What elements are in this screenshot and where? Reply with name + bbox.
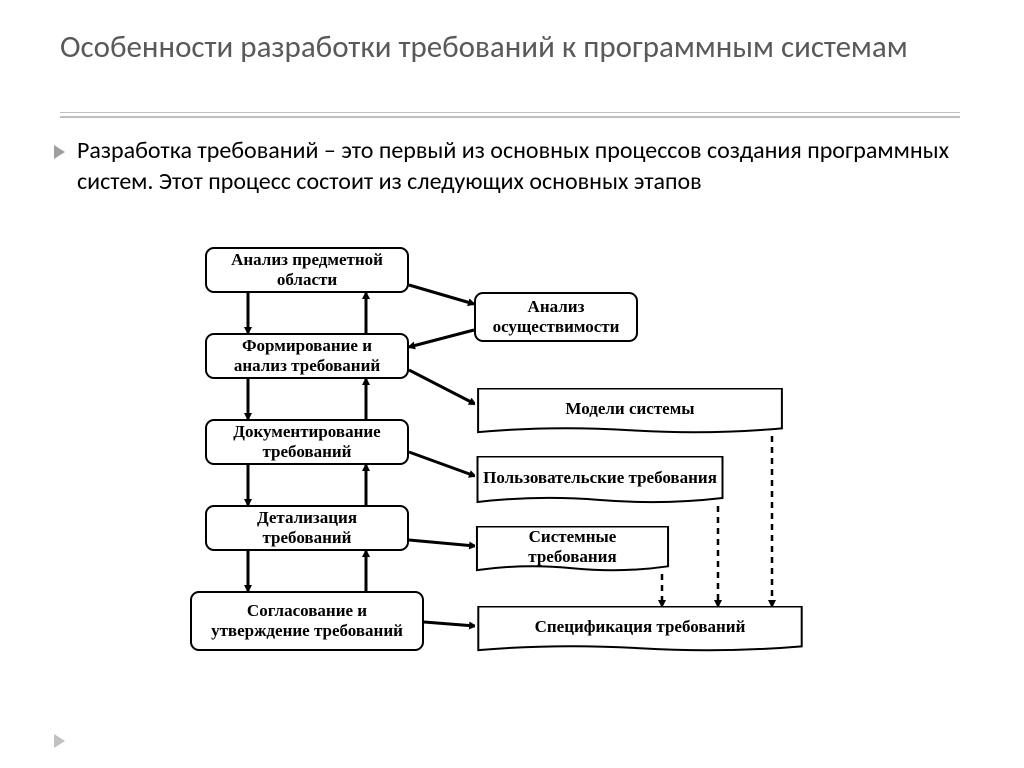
- doc-label: Системные требования: [483, 527, 662, 566]
- node-label: Согласование и утверждение требований: [200, 601, 414, 640]
- node-requirements-approval: Согласование и утверждение требований: [190, 591, 424, 651]
- bullet-text: Разработка требований – это первый из ос…: [77, 135, 969, 197]
- node-domain-analysis: Анализ предметной области: [205, 247, 409, 293]
- bullet-item: Разработка требований – это первый из ос…: [54, 135, 969, 197]
- doc-label: Пользовательские требования: [483, 468, 717, 488]
- slide-title: Особенности разработки требований к прог…: [60, 28, 960, 67]
- node-requirements-formation: Формирование и анализ требований: [205, 333, 409, 379]
- node-label: Анализ предметной области: [215, 250, 399, 289]
- doc-system-models: Модели системы: [475, 388, 785, 436]
- node-label: Детализация требований: [215, 508, 399, 547]
- node-feasibility-analysis: Анализ осуществимости: [474, 292, 638, 342]
- doc-requirements-spec: Спецификация требований: [475, 606, 805, 654]
- doc-user-requirements: Пользовательские требования: [475, 456, 725, 506]
- doc-label: Спецификация требований: [535, 617, 746, 637]
- node-label: Формирование и анализ требований: [215, 336, 399, 375]
- bullet-marker-icon: [54, 145, 65, 159]
- doc-label: Модели системы: [565, 399, 694, 419]
- footer-marker-icon: [54, 734, 65, 748]
- title-underline: [60, 112, 960, 118]
- node-requirements-documenting: Документирование требований: [205, 419, 409, 465]
- doc-system-requirements: Системные требования: [475, 526, 670, 574]
- node-label: Документирование требований: [215, 422, 399, 461]
- node-label: Анализ осуществимости: [484, 297, 628, 336]
- node-requirements-detailing: Детализация требований: [205, 505, 409, 551]
